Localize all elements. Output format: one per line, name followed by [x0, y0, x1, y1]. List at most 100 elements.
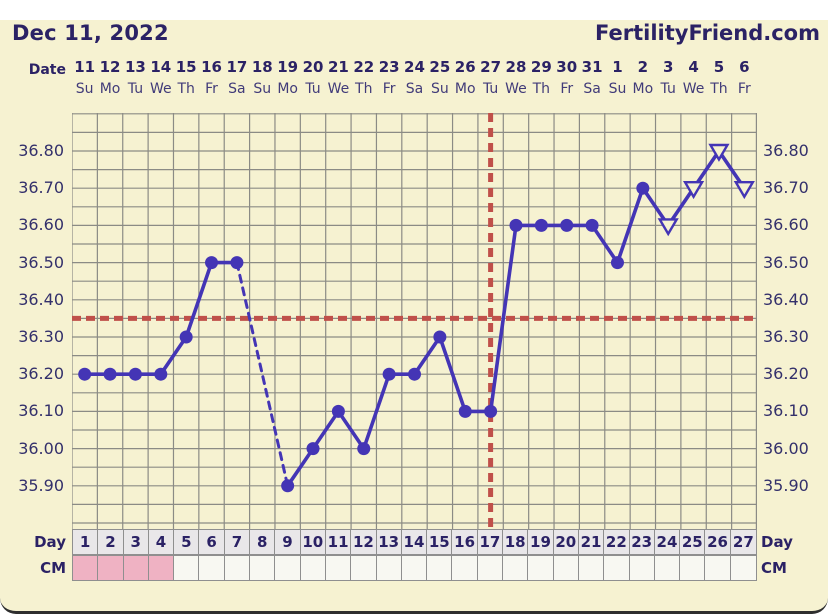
temp-line-segment: [361, 372, 391, 451]
cm-cell-16: [452, 556, 478, 580]
y-tick-left-36.00: 36.00: [18, 438, 64, 458]
cm-cell-13: [377, 556, 402, 580]
date-cell-1: 11: [74, 58, 96, 76]
day-number-band: 1 2 3 4 5 6 7 8 9 10 11 12 13 14 15 16 17 18 19 20 21 22 23 24 2…: [72, 529, 757, 555]
cm-cell-26: [705, 556, 731, 580]
cm-cell-9: [275, 556, 301, 580]
weekday-cell-1: Su: [75, 81, 94, 97]
date-cell-3: 13: [124, 58, 146, 76]
weekday-cell-23: Mo: [632, 81, 654, 97]
day-number-cell-18: 18: [503, 530, 529, 554]
temp-point-day-10: [306, 442, 320, 456]
date-cell-21: 31: [581, 58, 603, 76]
temp-point-day-7: [230, 256, 244, 270]
date-cell-23: 2: [637, 58, 649, 76]
fertilityfriend-site-link[interactable]: FertilityFriend.com: [595, 21, 820, 45]
date-cell-11: 21: [327, 58, 349, 76]
y-tick-left-36.10: 36.10: [18, 401, 64, 421]
cm-cell-menses-3: [123, 556, 149, 580]
cm-cell-6: [199, 556, 225, 580]
date-cell-6: 16: [201, 58, 222, 76]
weekday-cell-11: We: [327, 81, 350, 97]
temp-line-segment: [412, 335, 442, 377]
temp-line-segment: [488, 223, 518, 414]
day-number-cell-7: 7: [225, 530, 251, 554]
date-cell-20: 30: [556, 58, 578, 76]
temp-point-day-4: [154, 367, 168, 381]
temp-point-day-22: [610, 256, 624, 270]
temp-point-day-13: [382, 367, 396, 381]
weekday-cell-25: We: [682, 81, 705, 97]
weekday-cell-18: We: [505, 81, 527, 97]
date-cell-14: 24: [404, 58, 425, 76]
date-cell-7: 17: [226, 58, 248, 76]
day-number-cell-24: 24: [655, 530, 681, 554]
day-number-cell-6: 6: [199, 530, 225, 554]
temp-line-segment: [615, 186, 645, 265]
temp-point-day-19: [534, 218, 548, 232]
temp-point-day-17: [484, 404, 498, 418]
weekday-cell-21: Sa: [583, 81, 601, 97]
date-cell-15: 25: [429, 58, 451, 76]
day-number-cell-16: 16: [452, 530, 478, 554]
cm-cell-menses-2: [98, 556, 124, 580]
y-tick-right-36.70: 36.70: [763, 178, 809, 198]
day-number-cell-22: 22: [604, 530, 630, 554]
date-cell-9: 19: [277, 58, 299, 76]
temperature-chart: [72, 113, 757, 529]
weekday-cell-16: Mo: [454, 81, 476, 97]
y-tick-right-35.90: 35.90: [763, 475, 809, 495]
day-number-cell-8: 8: [250, 530, 276, 554]
temp-point-day-1: [78, 367, 92, 381]
y-tick-left-35.90: 35.90: [18, 475, 64, 495]
date-cell-5: 15: [175, 58, 197, 76]
day-number-cell-19: 19: [528, 530, 554, 554]
cm-row-label-left: CM: [40, 559, 66, 577]
chart-date-title: Dec 11, 2022: [12, 21, 169, 45]
weekday-cell-19: Th: [532, 81, 551, 97]
temp-point-day-23: [636, 181, 650, 195]
day-number-cell-2: 2: [98, 530, 124, 554]
weekday-cell-3: Tu: [127, 81, 144, 97]
date-cell-13: 23: [378, 58, 400, 76]
temp-point-day-15: [433, 330, 447, 344]
temp-line-segment: [184, 260, 214, 339]
y-tick-right-36.40: 36.40: [763, 289, 809, 309]
date-cell-8: 18: [251, 58, 273, 76]
day-number-cell-10: 10: [301, 530, 326, 554]
temp-point-day-20: [560, 218, 574, 232]
cm-cell-14: [402, 556, 428, 580]
weekday-cell-27: Fr: [737, 81, 751, 97]
day-number-cell-12: 12: [351, 530, 377, 554]
temp-point-day-9: [281, 479, 295, 493]
weekday-cell-22: Su: [608, 81, 627, 97]
date-cell-17: 27: [480, 58, 502, 76]
date-cell-10: 20: [302, 58, 324, 76]
weekday-cell-15: Su: [430, 81, 449, 97]
y-tick-right-36.80: 36.80: [763, 141, 809, 160]
temp-line-segment: [158, 335, 188, 377]
temp-line-segment: [311, 409, 341, 451]
temp-point-day-5: [179, 330, 193, 344]
chart-panel: Dec 11, 2022 FertilityFriend.com Date 11…: [0, 20, 828, 614]
date-cell-22: 1: [612, 58, 623, 76]
weekday-cell-17: Tu: [482, 81, 499, 97]
date-cell-16: 26: [454, 58, 476, 76]
chart-grid: [72, 113, 757, 529]
date-row: 11 12 13 14 15 16 17 18 19 20 21 22 23 24 25 26 27 28 29 30…: [72, 58, 757, 80]
day-number-cell-1: 1: [73, 530, 99, 554]
temp-point-day-3: [128, 367, 142, 381]
y-tick-left-36.60: 36.60: [18, 215, 64, 235]
weekday-row: Su Mo Tu We Th Fr Sa Su Mo Tu We Th Fr Sa Su Mo Tu We Th Fr…: [72, 81, 757, 103]
weekday-cell-26: Th: [710, 81, 728, 97]
y-tick-left-36.40: 36.40: [18, 289, 64, 309]
cm-cell-27: [731, 556, 756, 580]
weekday-cell-5: Th: [177, 81, 195, 97]
date-cell-4: 14: [150, 58, 172, 76]
day-number-cell-23: 23: [630, 530, 655, 554]
temp-point-day-18: [509, 218, 523, 232]
cervical-mucus-band: [72, 555, 757, 581]
day-number-cell-21: 21: [579, 530, 605, 554]
day-number-cell-13: 13: [377, 530, 402, 554]
